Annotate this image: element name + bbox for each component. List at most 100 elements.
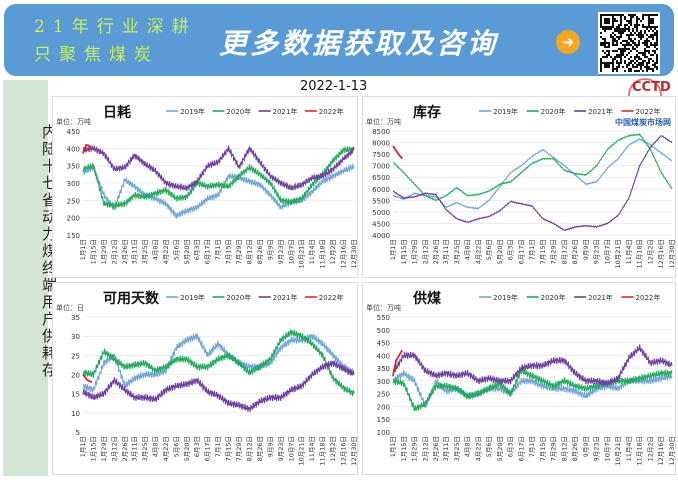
qr-module [604,42,606,44]
x-tick-label: 1月29日 [100,239,108,264]
qr-module [626,42,628,44]
qr-module [624,70,626,72]
sidebar: 内陆十七省动力煤终端用户供耗存 [3,80,58,476]
x-tick-label: 11月4日 [308,239,316,264]
qr-module [640,62,642,64]
y-tick-label: 250 [377,391,390,399]
series-line-2020 [82,328,355,397]
qr-module [656,34,658,36]
qr-module [630,40,632,42]
qr-module [650,14,652,16]
qr-module [606,42,608,44]
x-tick-label: 8月12日 [560,436,568,461]
qr-module [614,14,616,16]
x-tick-label: 10月7日 [287,436,295,461]
qr-module [636,66,638,68]
qr-module [620,32,622,34]
qr-module [644,32,646,34]
x-tick-label: 5月20日 [496,239,504,264]
qr-module [646,34,648,36]
qr-module [604,64,606,66]
qr-module [638,42,640,44]
y-tick-label: 8000 [372,140,390,148]
qr-module [650,20,652,22]
x-tick-label: 11月18日 [636,436,644,466]
qr-module [610,14,612,16]
slogan-line2: 只聚焦煤炭 [34,45,159,65]
x-tick-label: 5月20日 [183,436,191,461]
x-tick-label: 7月29日 [550,239,558,264]
qr-module [630,44,632,46]
qr-module [608,54,610,56]
qr-module [640,32,642,34]
qr-module [622,48,624,50]
qr-module [602,44,604,46]
x-tick-label: 6月17日 [517,436,525,461]
qr-module [622,50,624,52]
y-tick-label: 15 [71,391,80,399]
qr-module [656,60,658,62]
qr-module [634,66,636,68]
qr-module [600,20,602,22]
qr-module [656,58,658,60]
x-tick-label: 7月1日 [528,436,536,457]
qr-module [628,22,630,24]
qr-module [656,62,658,64]
y-tick-label: 300 [67,180,80,188]
qr-module [634,14,636,16]
qr-module [642,36,644,38]
qr-module [632,16,634,18]
x-tick-label: 4月8日 [151,239,159,260]
qr-module [624,56,626,58]
qr-module [650,68,652,70]
promo-banner[interactable]: 21年行业深耕 只聚焦煤炭 更多数据获取及咨询 ➜ [4,4,674,76]
qr-module [622,32,624,34]
qr-module [644,48,646,50]
x-tick-label: 12月30日 [350,436,358,466]
qr-module [624,18,626,20]
qr-module [638,70,640,72]
qr-module [646,62,648,64]
y-tick-label: 7000 [372,163,390,171]
qr-module [616,50,618,52]
x-tick-label: 2月26日 [121,436,129,461]
x-tick-label: 12月30日 [350,239,358,269]
qr-module [612,16,614,18]
qr-module [608,44,610,46]
promo-text[interactable]: 更多数据获取及咨询 [219,27,499,60]
qr-module [636,54,638,56]
x-tick-label: 12月30日 [668,436,676,466]
qr-module [618,62,620,64]
unit-label: 单位：万吨 [366,117,401,126]
qr-module [610,56,612,58]
qr-module [652,18,654,20]
qr-module [650,54,652,56]
legend-label: 2019年 [493,107,518,116]
report-date: 2022-1-13 [300,79,368,94]
qr-module [620,42,622,44]
qr-module [632,48,634,50]
qr-module [652,22,654,24]
qr-module [616,28,618,30]
qr-module [656,26,658,28]
qr-module [618,14,620,16]
qr-module [638,44,640,46]
qr-module [618,38,620,40]
arrow-right-circle-icon[interactable]: ➜ [556,30,580,54]
legend-label: 2019年 [180,107,205,116]
y-tick-label: 100 [377,429,390,437]
x-tick-label: 2月26日 [432,436,440,461]
qr-module [648,66,650,68]
qr-module [622,66,624,68]
qr-module [634,32,636,34]
y-tick-label: 350 [377,365,390,373]
legend-label: 2019年 [493,293,518,302]
qr-module [630,18,632,20]
qr-module [600,24,602,26]
qr-module [640,30,642,32]
x-tick-label: 1月29日 [411,436,419,461]
qr-module [628,14,630,16]
x-tick-label: 6月3日 [193,239,201,260]
qr-module [648,14,650,16]
x-tick-label: 7月15日 [225,436,233,461]
